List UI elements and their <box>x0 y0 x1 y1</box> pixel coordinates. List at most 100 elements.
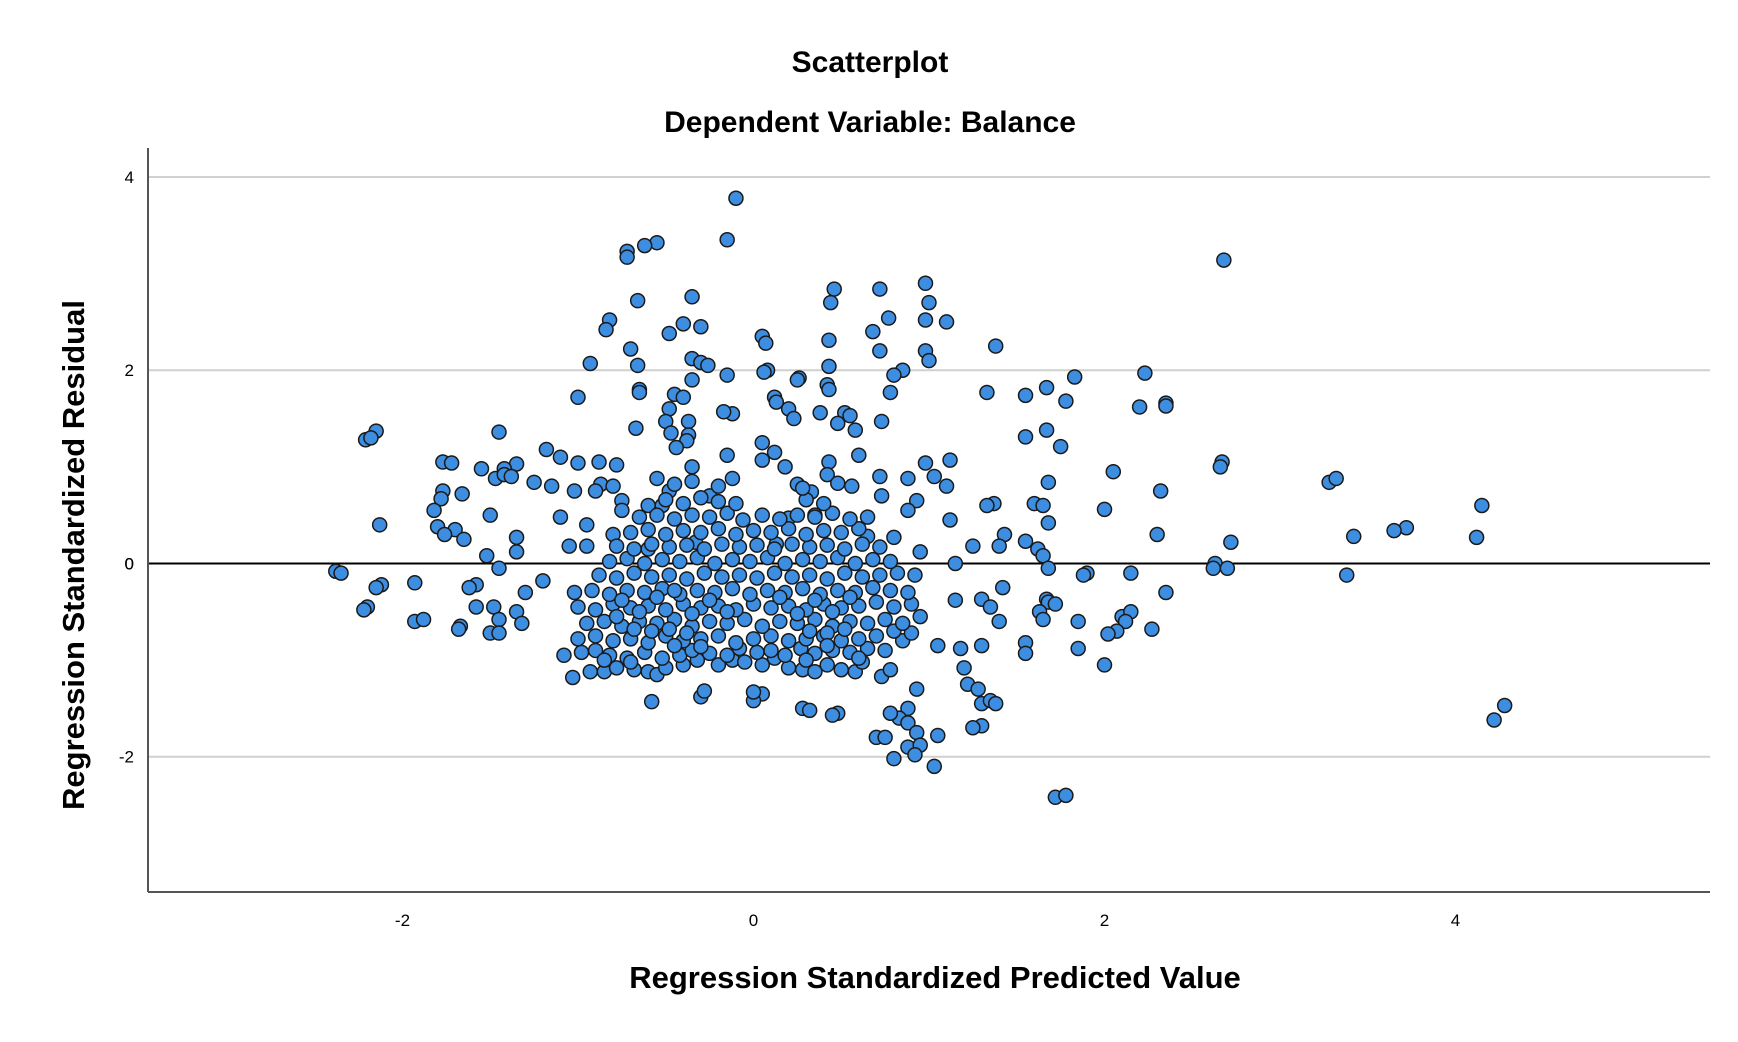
data-point <box>601 553 618 570</box>
data-point <box>503 468 520 485</box>
data-point <box>1040 474 1057 491</box>
data-point <box>1035 611 1051 628</box>
data-point <box>930 727 946 744</box>
data-point <box>900 470 916 487</box>
data-point <box>1017 429 1034 445</box>
data-point <box>631 384 648 401</box>
data-point <box>415 611 432 628</box>
data-point <box>917 455 934 471</box>
data-point <box>819 571 835 587</box>
data-point <box>794 480 811 496</box>
data-point <box>584 582 600 599</box>
data-point <box>605 478 621 494</box>
data-point <box>837 565 853 581</box>
x-axis-title: Regression Standardized Predicted Value <box>629 960 1241 995</box>
data-point <box>666 637 683 654</box>
data-point <box>679 537 695 553</box>
data-point <box>824 604 841 620</box>
data-point <box>745 522 762 539</box>
data-point <box>763 642 779 659</box>
data-point <box>456 531 472 548</box>
data-point <box>371 517 388 533</box>
data-point <box>979 384 995 401</box>
data-point <box>938 478 955 494</box>
data-point <box>566 584 583 601</box>
data-point <box>666 476 683 492</box>
data-point <box>719 232 735 248</box>
data-point <box>701 613 718 630</box>
data-point <box>636 555 653 572</box>
data-point <box>724 470 741 487</box>
data-point <box>824 707 841 723</box>
data-point <box>666 582 683 599</box>
data-point <box>1212 459 1229 475</box>
data-point <box>780 633 797 649</box>
data-point <box>552 509 569 525</box>
data-point <box>1052 438 1069 455</box>
data-point <box>731 567 748 583</box>
data-point <box>552 449 569 465</box>
data-point <box>763 628 779 644</box>
data-point <box>772 589 788 606</box>
data-point <box>601 586 618 603</box>
data-point <box>1328 470 1344 487</box>
data-point <box>865 579 881 596</box>
data-point <box>535 573 551 589</box>
data-point <box>614 592 630 608</box>
data-point <box>807 663 823 680</box>
data-point <box>1075 567 1092 583</box>
data-point <box>587 602 604 618</box>
data-point <box>570 389 586 406</box>
data-point <box>882 553 899 570</box>
data-point <box>894 615 911 632</box>
data-point <box>1345 528 1362 545</box>
data-point <box>970 681 986 697</box>
data-point <box>1070 613 1086 630</box>
data-point <box>780 520 797 537</box>
data-point <box>573 644 590 661</box>
data-point <box>1040 515 1057 531</box>
data-point <box>663 425 679 441</box>
data-point <box>675 316 692 332</box>
data-point <box>728 526 744 543</box>
y-tick-label: 0 <box>125 554 134 573</box>
data-point <box>654 551 670 568</box>
data-point <box>526 474 542 491</box>
data-point <box>882 705 899 721</box>
data-point <box>468 599 484 615</box>
data-point <box>587 483 604 499</box>
data-point <box>842 407 858 424</box>
data-point <box>877 611 893 628</box>
data-point <box>719 647 735 664</box>
data-point <box>754 434 771 451</box>
data-point <box>619 249 635 265</box>
data-point <box>872 281 888 297</box>
data-point <box>566 483 583 499</box>
data-point <box>693 638 709 655</box>
data-point <box>833 662 849 678</box>
data-point <box>991 613 1007 630</box>
data-point <box>508 544 525 560</box>
data-point <box>789 605 806 622</box>
data-point <box>821 381 837 398</box>
data-point <box>777 459 793 475</box>
data-point <box>719 367 735 383</box>
data-point <box>1386 522 1402 539</box>
data-point <box>710 628 727 644</box>
data-point <box>772 613 788 630</box>
data-point <box>812 553 828 570</box>
data-point <box>679 571 695 587</box>
data-point <box>882 582 899 599</box>
data-point <box>684 507 700 523</box>
data-point <box>815 522 832 539</box>
data-point <box>880 310 897 326</box>
data-point <box>991 538 1007 554</box>
data-point <box>556 647 572 664</box>
data-point <box>570 455 586 471</box>
data-point <box>629 357 646 374</box>
data-point <box>807 509 823 525</box>
data-point <box>1066 369 1083 385</box>
data-point <box>1158 584 1174 601</box>
data-point <box>579 615 595 632</box>
